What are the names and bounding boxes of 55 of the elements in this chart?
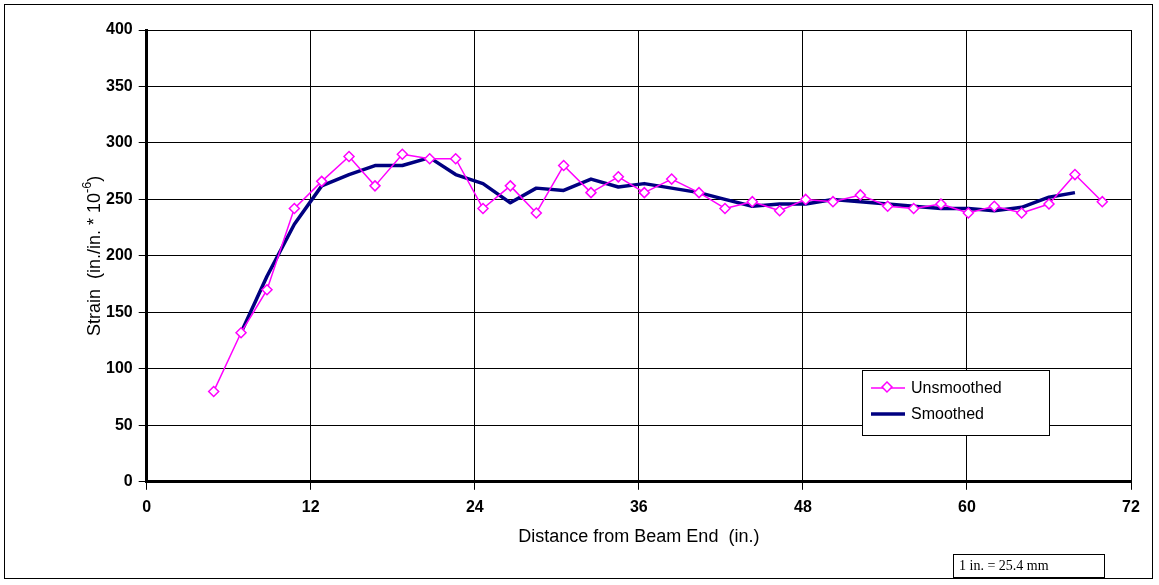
point: [235, 326, 247, 339]
point: [369, 180, 381, 192]
point: [504, 180, 517, 192]
point: [261, 284, 273, 296]
point: [719, 202, 731, 215]
y-axis-title: Strain (in./in. * 10-6): [80, 175, 104, 337]
point: [207, 385, 220, 398]
y-tick-label: 250: [105, 189, 133, 207]
point: [315, 175, 328, 188]
point: [530, 207, 543, 219]
y-tick-label: 150: [105, 302, 133, 320]
x-axis-title: Distance from Beam End (in.): [518, 525, 760, 546]
y-tick-label: 300: [105, 133, 133, 151]
legend-label: Smoothed: [911, 405, 984, 423]
y-tick-label: 200: [105, 246, 133, 264]
point: [343, 150, 355, 163]
legend-label: Unsmoothed: [911, 379, 1002, 397]
point: [988, 200, 1001, 212]
point: [693, 186, 705, 199]
point: [907, 202, 920, 215]
point: [585, 186, 597, 199]
y-tick-label: 350: [105, 76, 133, 94]
point: [665, 173, 678, 185]
point: [935, 198, 947, 210]
point: [477, 202, 489, 215]
point: [1015, 207, 1028, 219]
point: [288, 202, 301, 215]
y-tick-label: 50: [114, 415, 133, 433]
x-tick-label: 12: [301, 497, 320, 515]
y-tick-label: 0: [123, 472, 133, 490]
point: [1069, 168, 1081, 181]
point: [557, 159, 570, 172]
point: [881, 200, 894, 212]
point: [449, 153, 462, 165]
point: [773, 204, 786, 217]
point: [854, 189, 867, 201]
y-tick-label: 100: [105, 359, 133, 377]
point: [612, 171, 625, 183]
point: [1043, 198, 1055, 210]
point: [638, 186, 651, 199]
point: [962, 207, 975, 219]
x-tick-label: 0: [142, 497, 152, 515]
x-tick-label: 36: [629, 497, 648, 515]
x-tick-label: 48: [794, 497, 812, 515]
point: [799, 193, 812, 206]
point: [1096, 195, 1109, 208]
point: [396, 148, 409, 160]
x-tick-label: 24: [465, 497, 484, 515]
point: [746, 195, 759, 208]
y-tick-label: 400: [105, 20, 133, 38]
x-tick-label: 72: [1122, 497, 1140, 515]
point: [423, 153, 436, 165]
text: 1 in. = 25.4 mm: [953, 554, 1105, 578]
x-tick-label: 60: [958, 497, 976, 515]
point: [827, 195, 839, 208]
